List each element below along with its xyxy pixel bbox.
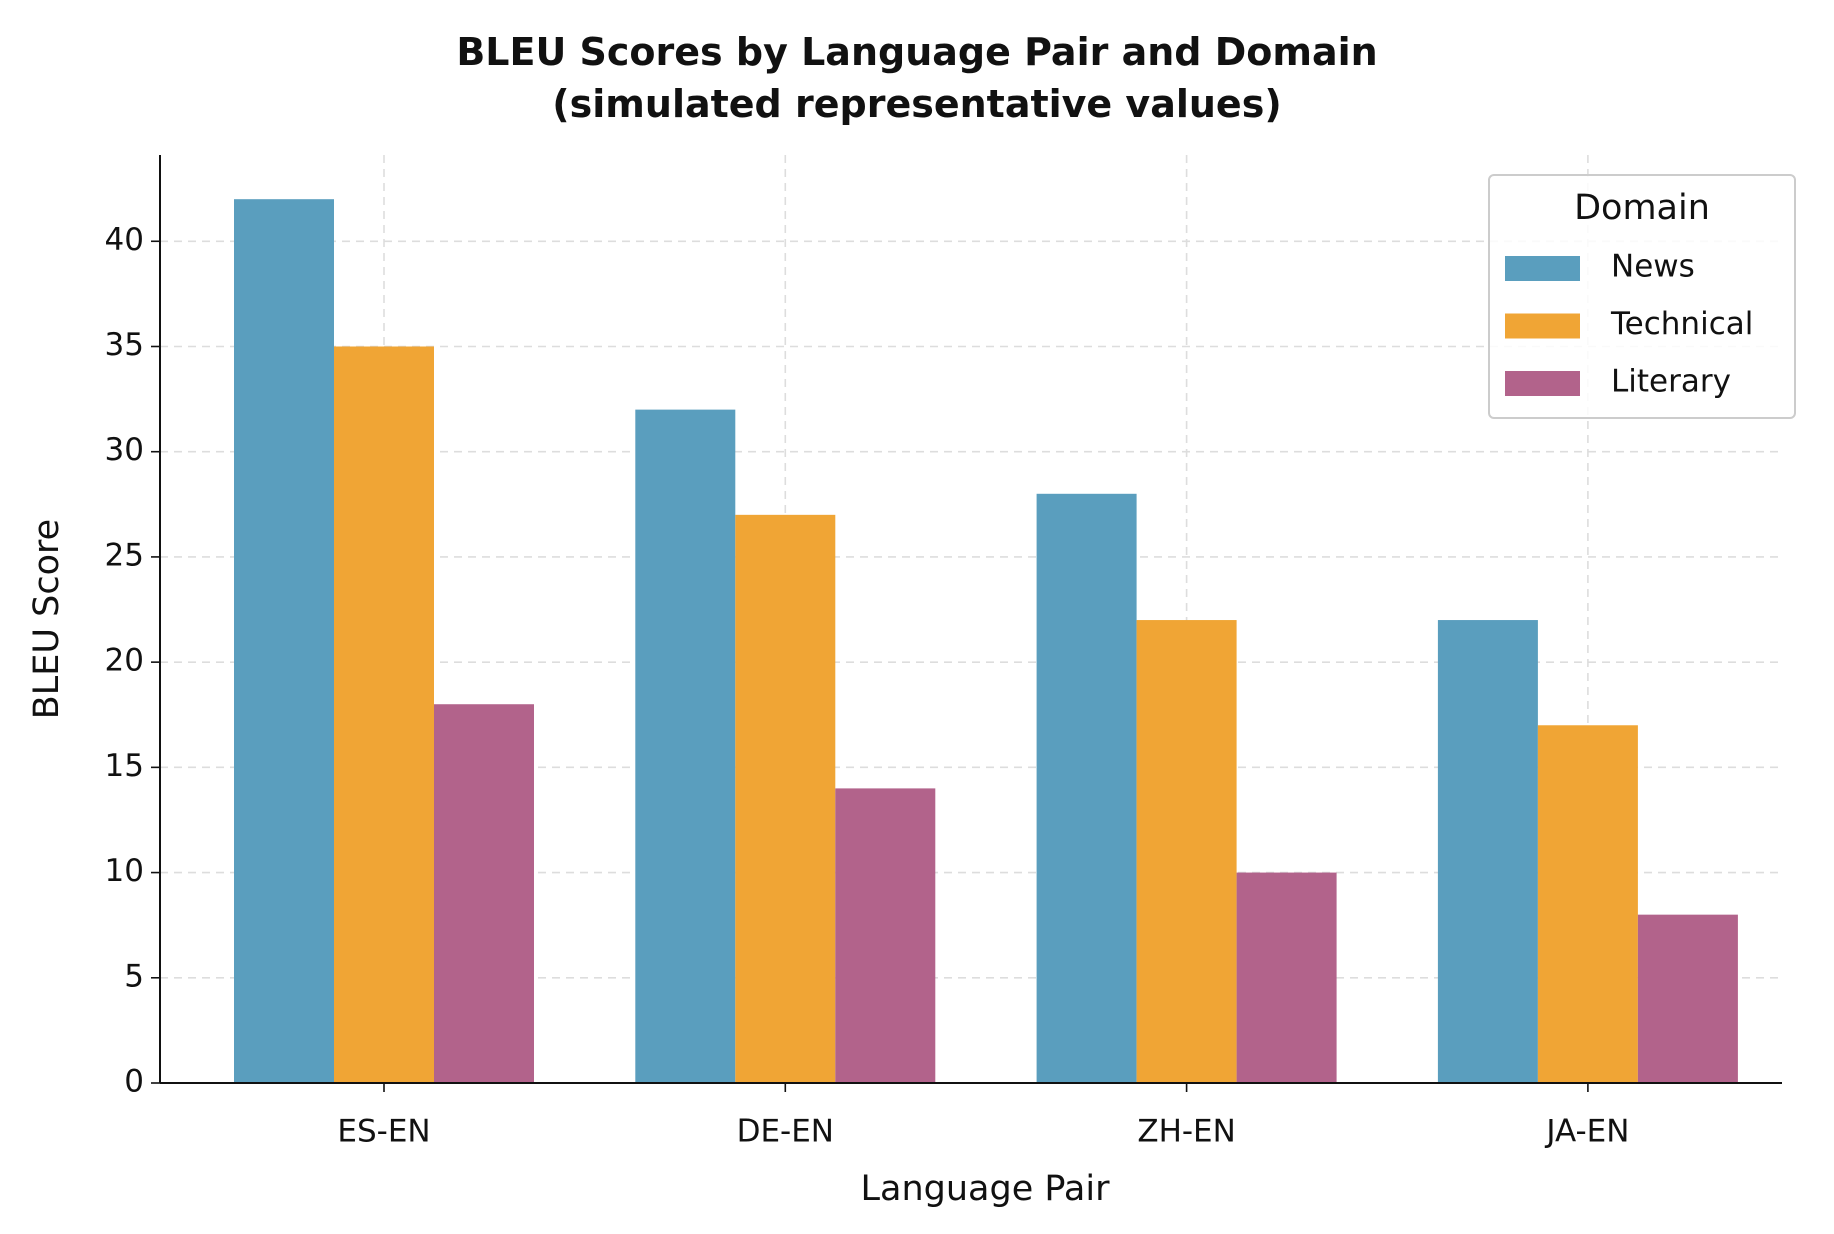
- x-tick-label: ZH-EN: [1137, 1114, 1236, 1150]
- bar: [835, 788, 936, 1083]
- y-tick-label: 40: [105, 222, 144, 258]
- chart-title: BLEU Scores by Language Pair and Domain …: [456, 30, 1378, 126]
- bar: [1136, 620, 1237, 1083]
- bar: [1537, 725, 1638, 1083]
- legend-label: News: [1611, 249, 1695, 285]
- y-tick-label: 35: [105, 327, 144, 363]
- y-tick-label: 30: [105, 432, 144, 468]
- y-tick-label: 5: [124, 958, 144, 994]
- legend-swatch: [1505, 256, 1580, 281]
- x-tick-label: JA-EN: [1544, 1114, 1629, 1150]
- legend-swatch: [1505, 313, 1580, 339]
- legend-box: [1488, 174, 1796, 419]
- y-tick-label: 15: [105, 748, 144, 784]
- y-axis-label: BLEU Score: [27, 519, 67, 719]
- bar: [434, 704, 534, 1083]
- bar: [234, 199, 334, 1083]
- bar: [1437, 620, 1538, 1083]
- y-tick-label: 20: [105, 643, 144, 679]
- bar: [635, 409, 736, 1083]
- bar: [1236, 872, 1337, 1083]
- x-tick-label: ES-EN: [337, 1114, 430, 1150]
- legend-label: Literary: [1611, 364, 1731, 400]
- bar: [735, 514, 836, 1083]
- bar: [1036, 493, 1137, 1083]
- bar: [1637, 914, 1738, 1083]
- x-tick-label: DE-EN: [737, 1114, 834, 1150]
- bar: [334, 346, 434, 1083]
- y-tick-label: 10: [105, 853, 144, 889]
- legend-title: Domain: [1574, 188, 1710, 228]
- y-tick-label: 25: [105, 537, 144, 573]
- legend-swatch: [1505, 371, 1580, 396]
- y-tick-label: 0: [124, 1064, 144, 1100]
- legend-label: Technical: [1610, 306, 1753, 342]
- x-axis-label: Language Pair: [861, 1169, 1111, 1209]
